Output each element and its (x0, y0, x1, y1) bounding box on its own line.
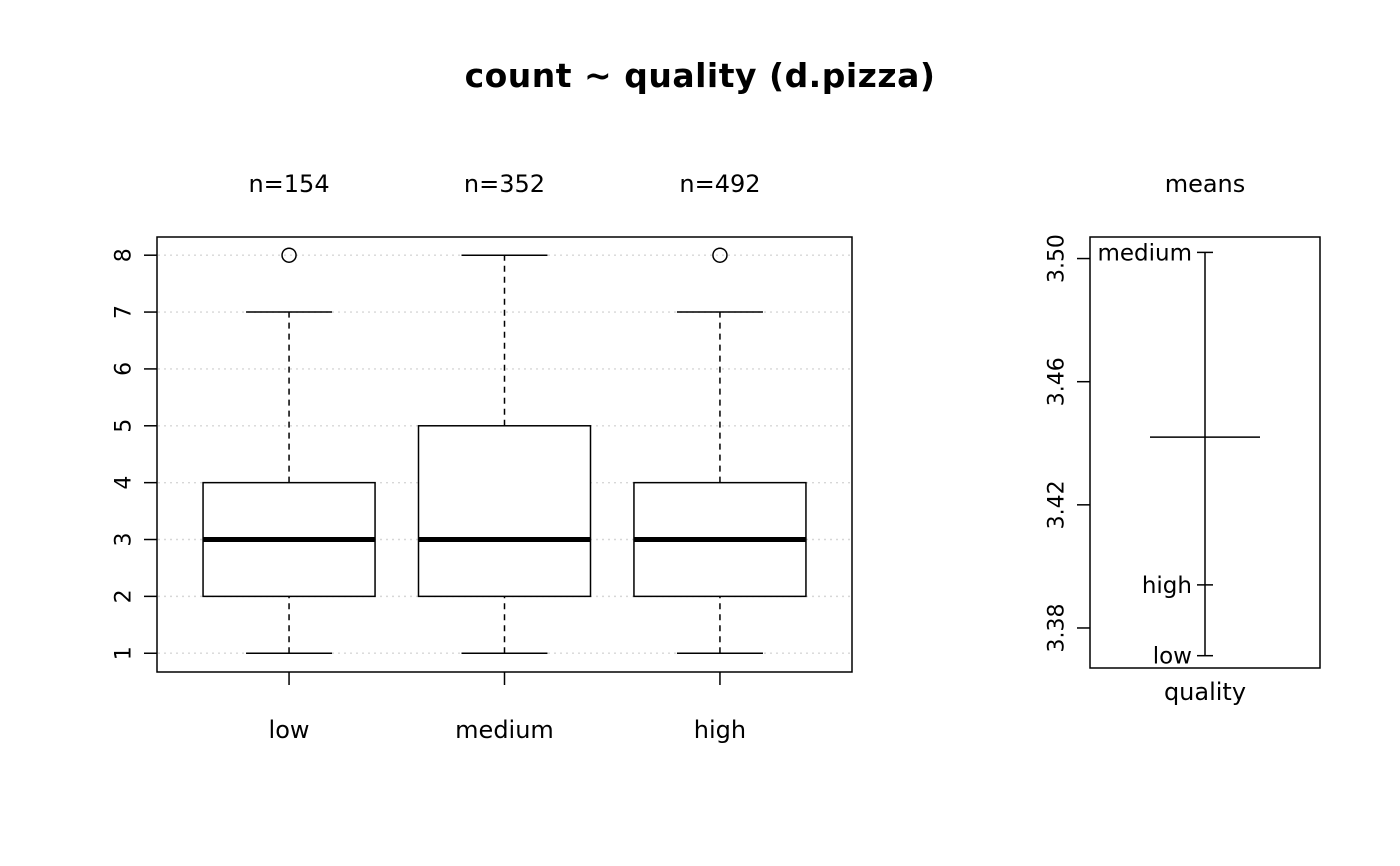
category-label: medium (455, 716, 554, 744)
outlier-point (712, 247, 728, 263)
y-axis-tick-label: 8 (112, 248, 137, 262)
y-axis-tick-label: 3.50 (1045, 234, 1070, 283)
y-axis-tick-label: 3.38 (1045, 603, 1070, 652)
outlier-point (281, 247, 297, 263)
y-axis-tick-label: 6 (112, 362, 137, 376)
y-axis-tick-label: 7 (112, 305, 137, 319)
mean-label-high: high (1142, 573, 1192, 599)
y-axis-tick-label: 1 (112, 646, 137, 660)
box-group-high: high n=492 (633, 170, 807, 744)
category-label: low (269, 716, 310, 744)
y-axis-tick-label: 5 (112, 419, 137, 433)
category-label: high (694, 716, 746, 744)
means-panel: 3.38 3.42 3.46 3.50 low medium high means qualit… (1045, 170, 1321, 706)
n-label: n=352 (464, 170, 545, 198)
means-frame (1089, 236, 1321, 669)
box-group-low: low n=154 (202, 170, 376, 744)
chart-title: count ~ quality (d.pizza) (464, 56, 936, 95)
iqr-box (417, 425, 592, 598)
mean-label-medium: medium (1097, 240, 1192, 266)
y-axis-tick-label: 4 (112, 476, 137, 490)
box-group-medium: medium n=352 (417, 170, 592, 744)
boxplot-panel: 1 2 3 4 5 6 7 8 low n=154 medium n=352 high n=492 (112, 170, 853, 744)
mean-label-low: low (1153, 644, 1192, 670)
means-title: means (1165, 170, 1246, 198)
plot-frame (156, 236, 853, 673)
y-axis-tick-label: 2 (112, 589, 137, 603)
y-axis-tick-label: 3 (112, 533, 137, 547)
y-axis-tick-label: 3.42 (1045, 480, 1070, 529)
n-label: n=154 (248, 170, 329, 198)
n-label: n=492 (679, 170, 760, 198)
means-xlabel: quality (1164, 678, 1246, 706)
y-axis-tick-label: 3.46 (1045, 357, 1070, 406)
